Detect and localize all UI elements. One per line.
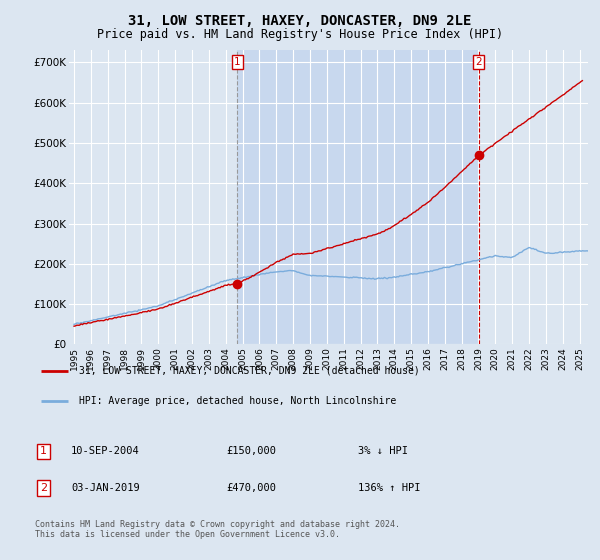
Text: 2: 2 — [40, 483, 47, 493]
Text: 31, LOW STREET, HAXEY, DONCASTER, DN9 2LE (detached house): 31, LOW STREET, HAXEY, DONCASTER, DN9 2L… — [79, 366, 420, 376]
Text: HPI: Average price, detached house, North Lincolnshire: HPI: Average price, detached house, Nort… — [79, 396, 397, 406]
Text: £470,000: £470,000 — [227, 483, 277, 493]
Text: 31, LOW STREET, HAXEY, DONCASTER, DN9 2LE: 31, LOW STREET, HAXEY, DONCASTER, DN9 2L… — [128, 14, 472, 28]
Bar — [238, 50, 479, 344]
Text: 1: 1 — [40, 446, 47, 456]
Text: 136% ↑ HPI: 136% ↑ HPI — [358, 483, 420, 493]
Text: 3% ↓ HPI: 3% ↓ HPI — [358, 446, 407, 456]
Text: £150,000: £150,000 — [227, 446, 277, 456]
Text: 2: 2 — [475, 57, 482, 67]
Text: Contains HM Land Registry data © Crown copyright and database right 2024.
This d: Contains HM Land Registry data © Crown c… — [35, 520, 400, 539]
Text: 10-SEP-2004: 10-SEP-2004 — [71, 446, 140, 456]
Text: 03-JAN-2019: 03-JAN-2019 — [71, 483, 140, 493]
Text: Price paid vs. HM Land Registry's House Price Index (HPI): Price paid vs. HM Land Registry's House … — [97, 28, 503, 41]
Text: 1: 1 — [234, 57, 241, 67]
